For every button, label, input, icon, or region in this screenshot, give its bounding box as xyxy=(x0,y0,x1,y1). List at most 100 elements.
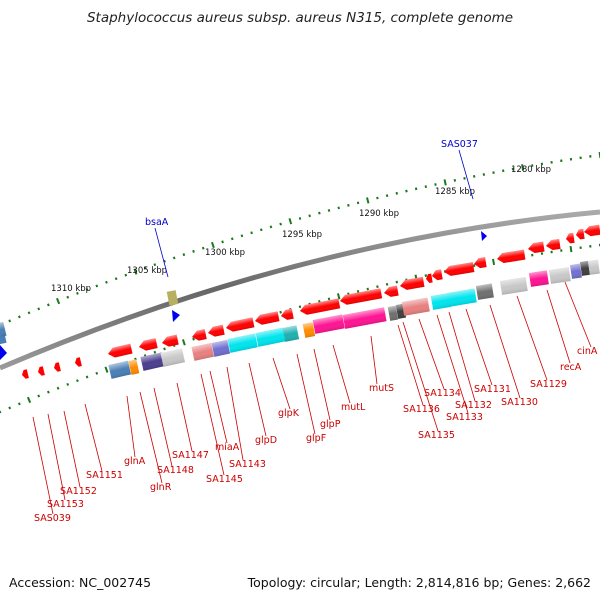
gene-label-glpF[interactable]: glpF xyxy=(306,433,326,444)
major-tick xyxy=(366,197,370,204)
gene-arrow-gloss xyxy=(444,262,475,276)
major-tick xyxy=(443,179,447,186)
leader-line xyxy=(489,304,521,399)
gene-label-SA1147[interactable]: SA1147 xyxy=(172,450,209,461)
minor-tick xyxy=(472,175,476,178)
gene-label-SA1148[interactable]: SA1148 xyxy=(157,465,194,476)
minor-tick xyxy=(579,156,582,160)
leader-line xyxy=(402,321,439,432)
scale-label-1295: 1295 kbp xyxy=(282,230,322,240)
cog-box-gloss xyxy=(140,352,165,371)
minor-tick xyxy=(560,159,563,163)
gene-arrow[interactable] xyxy=(74,357,82,367)
leader-bsaA xyxy=(154,227,169,278)
gene-label-SA1129[interactable]: SA1129 xyxy=(530,379,567,390)
cog-box-gloss xyxy=(475,283,494,300)
minor-tick xyxy=(76,379,79,383)
gene-label-recA[interactable]: recA xyxy=(560,362,582,373)
gene-label-SA1134[interactable]: SA1134 xyxy=(424,388,461,399)
feature-SAS037-arrow[interactable] xyxy=(481,231,487,241)
gene-arrow[interactable] xyxy=(425,273,433,284)
major-tick xyxy=(56,297,61,305)
gene-label-SA1132[interactable]: SA1132 xyxy=(455,400,492,411)
gene-label-glnA[interactable]: glnA xyxy=(124,456,146,467)
minor-tick xyxy=(163,347,166,351)
major-tick xyxy=(521,164,525,171)
minor-tick xyxy=(472,264,476,267)
gene-label-SA1135[interactable]: SA1135 xyxy=(418,430,455,441)
gene-label-glpD[interactable]: glpD xyxy=(255,435,277,446)
gene-label-SA1133[interactable]: SA1133 xyxy=(446,412,483,423)
gene-label-cinA[interactable]: cinA xyxy=(577,346,598,357)
minor-tick xyxy=(95,284,99,288)
gene-label-SA1153[interactable]: SA1153 xyxy=(47,499,84,510)
gene-arrow-gloss xyxy=(528,241,545,254)
minor-tick xyxy=(531,253,534,257)
gene-label-SA1131[interactable]: SA1131 xyxy=(474,384,511,395)
minor-tick xyxy=(66,295,70,299)
minor-tick xyxy=(172,256,176,260)
gene-arrow-gloss xyxy=(576,228,585,240)
gene-label-glpP[interactable]: glpP xyxy=(320,419,341,430)
gene-label-mutS[interactable]: mutS xyxy=(369,383,394,394)
gene-arrow[interactable] xyxy=(53,362,61,372)
gene-arrow-gloss xyxy=(226,317,255,332)
gene-label-SA1152[interactable]: SA1152 xyxy=(60,486,97,497)
minor-tick xyxy=(327,297,331,301)
gene-label-glnR[interactable]: glnR xyxy=(150,482,172,493)
gene-arrow-gloss xyxy=(139,338,158,351)
gene-label-SAS039[interactable]: SAS039 xyxy=(34,513,71,524)
feature-bsaA-arrow[interactable] xyxy=(172,310,180,322)
minor-tick xyxy=(95,371,99,375)
scale-label-1285: 1285 kbp xyxy=(435,187,475,197)
minor-tick xyxy=(37,307,41,311)
leader-line xyxy=(32,416,54,515)
gene-arrow-gloss xyxy=(497,249,526,263)
gene-label-SA1145[interactable]: SA1145 xyxy=(206,474,243,485)
minor-tick xyxy=(550,250,553,254)
cog-box-gloss xyxy=(387,305,399,321)
gene-arrow[interactable] xyxy=(21,369,29,379)
gene-arrow[interactable] xyxy=(37,366,45,376)
feature-edge-arrow[interactable] xyxy=(0,345,7,360)
minor-tick xyxy=(511,167,515,171)
gene-arrow-gloss xyxy=(208,324,225,337)
topology-summary: Topology: circular; Length: 2,814,816 bp… xyxy=(247,575,591,590)
minor-tick xyxy=(279,222,282,226)
minor-tick xyxy=(502,169,505,173)
cog-box-gloss xyxy=(499,277,528,295)
minor-tick xyxy=(385,282,389,286)
leader-line xyxy=(47,413,66,501)
minor-tick xyxy=(366,287,369,291)
minor-tick xyxy=(405,189,408,193)
gene-label-SAS037[interactable]: SAS037 xyxy=(441,139,478,150)
cog-category-boxes xyxy=(0,259,600,379)
minor-tick xyxy=(424,185,428,189)
gene-label-miaA[interactable]: miaA xyxy=(215,442,240,453)
gene-label-glpK[interactable]: glpK xyxy=(278,408,300,419)
minor-tick xyxy=(66,382,70,386)
gene-label-SA1136[interactable]: SA1136 xyxy=(403,404,440,415)
scale-label-1310: 1310 kbp xyxy=(51,284,91,294)
leader-line xyxy=(418,318,445,390)
gene-label-mutL[interactable]: mutL xyxy=(341,402,366,413)
gene-arrow-gloss xyxy=(432,269,443,281)
gene-arrow-gloss xyxy=(384,285,399,297)
cog-box-gloss xyxy=(160,348,185,367)
gene-label-SA1143[interactable]: SA1143 xyxy=(229,459,266,470)
minor-tick xyxy=(85,288,89,292)
minor-tick xyxy=(414,187,418,191)
gene-label-SA1151[interactable]: SA1151 xyxy=(86,470,123,481)
gene-label-SA1130[interactable]: SA1130 xyxy=(501,397,538,408)
gene-label-bsaA[interactable]: bsaA xyxy=(145,217,169,228)
minor-tick xyxy=(308,214,311,218)
minor-tick xyxy=(395,191,399,195)
minor-tick xyxy=(550,160,553,164)
minor-tick xyxy=(540,162,544,166)
minor-tick xyxy=(482,173,486,176)
cog-box-gloss xyxy=(0,321,7,337)
leader-line xyxy=(272,357,291,410)
cog-box-gloss xyxy=(548,267,571,284)
